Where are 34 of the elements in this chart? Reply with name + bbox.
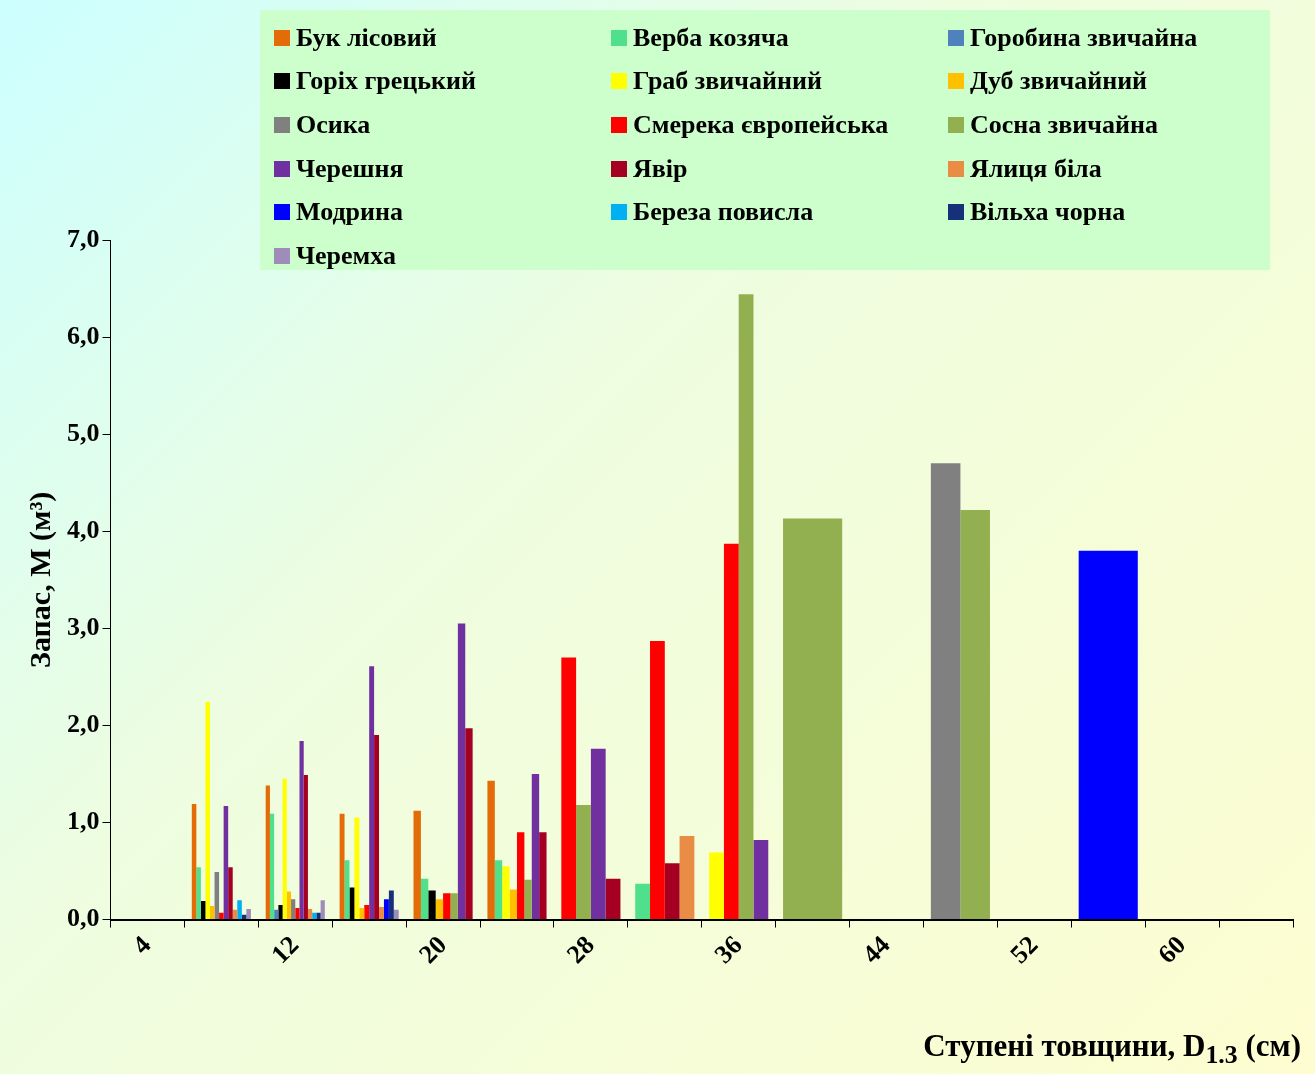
legend-label: Горобина звичайна [970,22,1198,53]
legend-label: Смерека європейська [633,109,889,140]
x-tick-label: 4 [126,930,157,960]
legend-label: Береза повисла [633,197,814,228]
x-tick-label: 44 [856,930,896,969]
legend-label: Явір [633,153,688,184]
y-tick-label: 1,0 [67,806,100,836]
legend-label: Вільха чорна [970,197,1126,228]
legend-label: Осика [296,109,371,140]
y-tick-label: 5,0 [67,417,100,447]
legend-label: Бук лісовий [296,22,437,53]
legend-label: Черешня [296,153,404,184]
y-axis-title: Запас, М (м³) [22,491,57,668]
legend-label: Дуб звичайний [970,66,1148,97]
legend-label: Черемха [296,240,396,271]
legend-label: Модрина [296,197,404,228]
x-axis-title: Ступені товщини, D$_{1.3}$ (см) [923,1027,1301,1070]
y-tick-label: 6,0 [67,320,100,350]
legend-label: Верба козяча [633,22,789,53]
legend-label: Горіх грецький [296,66,476,97]
x-tick-label: 52 [1004,930,1044,969]
x-tick-label: 36 [708,930,748,969]
y-tick-label: 0,0 [67,903,100,933]
y-tick-label: 3,0 [67,612,100,642]
x-tick-label: 28 [560,930,600,969]
legend-label: Граб звичайний [633,66,822,97]
x-tick-label: 12 [265,930,305,969]
x-tick-label: 20 [413,930,453,969]
x-tick-label: 60 [1152,930,1192,969]
legend-label: Сосна звичайна [970,109,1158,140]
y-tick-label: 7,0 [67,223,100,253]
y-tick-label: 4,0 [67,514,100,544]
legend-label: Ялиця біла [970,153,1102,184]
y-tick-label: 2,0 [67,709,100,739]
